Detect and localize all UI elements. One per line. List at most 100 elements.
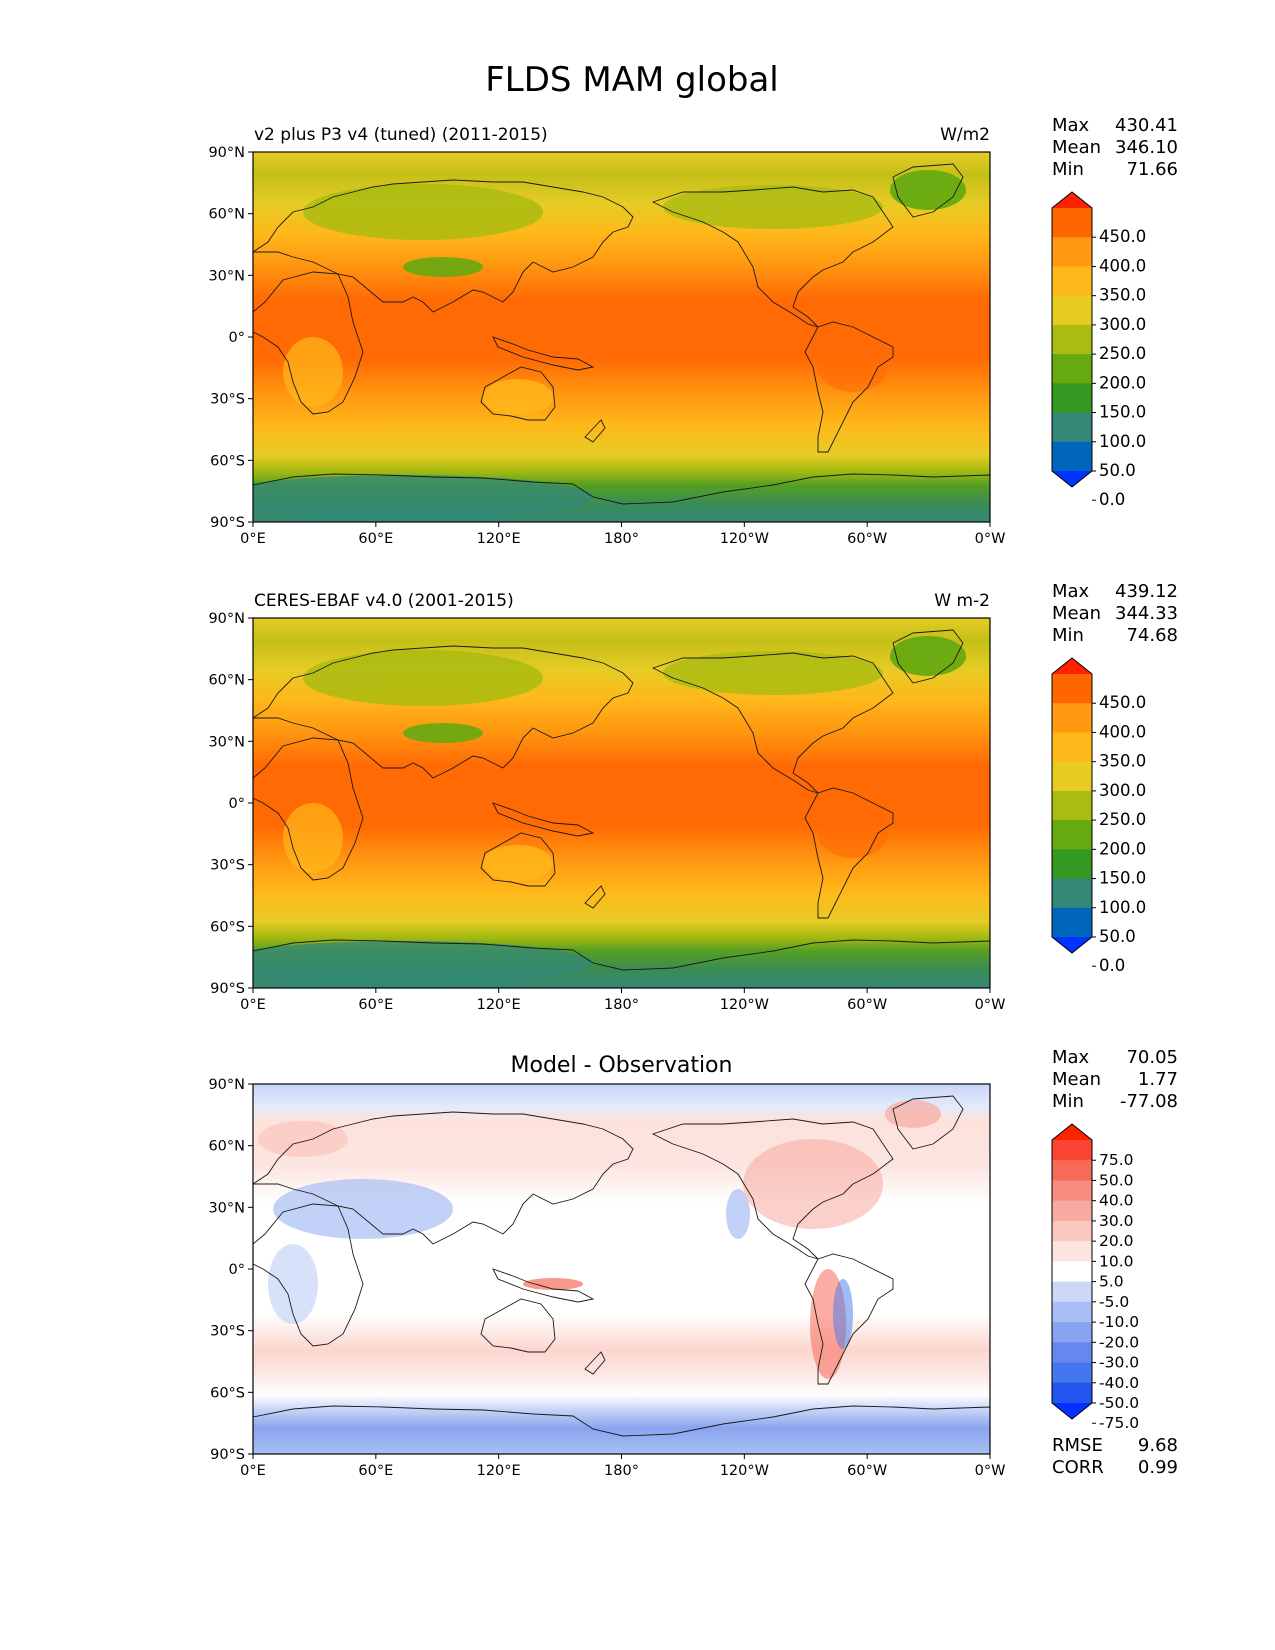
colorbar-segment	[1052, 354, 1092, 384]
footer-stat-value: 0.99	[1138, 1457, 1178, 1478]
x-tick-label: 60°W	[847, 531, 887, 547]
colorbar-segment	[1052, 1403, 1092, 1419]
y-tick-label: 90°N	[208, 145, 245, 161]
colorbar-segment	[1052, 790, 1092, 821]
y-tick-label: 90°N	[208, 611, 245, 627]
colorbar-label: -10.0	[1099, 1313, 1139, 1331]
stat-value: 439.12	[1115, 581, 1178, 602]
colorbar-label: 200.0	[1099, 373, 1146, 392]
colorbar-label: -30.0	[1099, 1354, 1139, 1372]
colorbar-label: 0.0	[1099, 956, 1125, 975]
colorbar-segment	[1052, 1322, 1092, 1343]
y-tick-label: 60°N	[208, 207, 245, 223]
colorbar-segment	[1052, 1200, 1092, 1222]
x-tick-label: 0°E	[240, 997, 266, 1013]
y-tick-label: 30°S	[210, 1324, 245, 1340]
y-tick-label: 0°	[229, 796, 245, 812]
x-tick-label: 60°E	[358, 531, 393, 547]
colorbar-label: 400.0	[1099, 722, 1146, 741]
colorbar: 450.0 400.0 350.0 300.0 250.0 200.0 150.0 100.0…	[1051, 191, 1146, 509]
colorbar-segment	[1052, 732, 1092, 763]
colorbar-segment	[1052, 1382, 1092, 1404]
colorbar-segment	[1052, 1261, 1092, 1283]
map-field	[253, 618, 990, 988]
colorbar-label: 150.0	[1099, 403, 1146, 422]
stat-label: Max	[1052, 1047, 1090, 1068]
y-tick-label: 30°N	[208, 734, 245, 750]
colorbar-segment	[1052, 761, 1092, 792]
y-tick-label: 90°S	[210, 981, 245, 997]
colorbar-segment	[1052, 237, 1092, 267]
y-tick-label: 90°N	[208, 1077, 245, 1093]
footer-stat-label: RMSE	[1052, 1435, 1103, 1456]
colorbar-segment	[1052, 1342, 1092, 1364]
x-tick-label: 180°	[604, 997, 639, 1013]
colorbar-label: 40.0	[1099, 1192, 1134, 1210]
colorbar-label: -75.0	[1099, 1414, 1139, 1432]
stat-label: Min	[1052, 1091, 1084, 1112]
y-tick-label: 90°S	[210, 1447, 245, 1463]
colorbar-segment	[1052, 878, 1092, 909]
colorbar-label: 75.0	[1099, 1151, 1134, 1169]
colorbar-segment	[1052, 1281, 1092, 1303]
footer-stat-label: CORR	[1052, 1457, 1104, 1478]
colorbar-label: 150.0	[1099, 869, 1146, 888]
colorbar-label: 20.0	[1099, 1232, 1134, 1250]
x-tick-label: 180°	[604, 531, 639, 547]
x-tick-label: 120°E	[477, 531, 521, 547]
x-tick-label: 120°E	[477, 997, 521, 1013]
colorbar-label: -40.0	[1099, 1374, 1139, 1392]
x-tick-label: 60°W	[847, 997, 887, 1013]
map-panel-1: v2 plus P3 v4 (tuned) (2011-2015) W/m2 90°…	[208, 115, 1178, 547]
stat-value: 70.05	[1126, 1047, 1178, 1068]
x-tick-label: 60°E	[358, 1463, 393, 1479]
panels: v2 plus P3 v4 (tuned) (2011-2015) W/m2 90°…	[208, 115, 1178, 1479]
stat-label: Mean	[1052, 1069, 1101, 1090]
x-tick-label: 120°W	[720, 1463, 769, 1479]
colorbar-segment	[1052, 1241, 1092, 1262]
y-tick-label: 60°N	[208, 1139, 245, 1155]
x-tick-label: 0°E	[240, 531, 266, 547]
map-panel-3: Model - Observation 90°N 60°N 30°N 0° 30°S 60°…	[208, 1047, 1178, 1479]
colorbar-label: 30.0	[1099, 1212, 1134, 1230]
x-tick-label: 60°W	[847, 1463, 887, 1479]
colorbar-segment	[1052, 266, 1092, 297]
colorbar-segment	[1052, 1362, 1092, 1384]
colorbar-label: 200.0	[1099, 839, 1146, 858]
stat-label: Max	[1052, 581, 1090, 602]
stat-label: Max	[1052, 115, 1090, 136]
colorbar-label: 0.0	[1099, 490, 1125, 509]
colorbar-segment	[1052, 324, 1092, 355]
stat-value: -77.08	[1120, 1091, 1178, 1112]
colorbar-segment	[1052, 1124, 1092, 1140]
colorbar-label: 350.0	[1099, 286, 1146, 305]
y-tick-label: 60°S	[210, 919, 245, 935]
x-tick-label: 0°W	[975, 531, 1006, 547]
colorbar-label: -50.0	[1099, 1394, 1139, 1412]
colorbar-segment	[1052, 1180, 1092, 1202]
colorbar-label: 5.0	[1099, 1273, 1124, 1291]
stat-label: Mean	[1052, 603, 1101, 624]
colorbar-label: -5.0	[1099, 1293, 1129, 1311]
stat-value: 344.33	[1115, 603, 1178, 624]
colorbar-label: 350.0	[1099, 752, 1146, 771]
colorbar-segment	[1052, 1220, 1092, 1242]
y-tick-label: 0°	[229, 330, 245, 346]
y-tick-label: 30°N	[208, 268, 245, 284]
colorbar-segment	[1052, 295, 1092, 326]
colorbar-segment	[1052, 1140, 1092, 1161]
footer-stat-value: 9.68	[1138, 1435, 1178, 1456]
y-tick-label: 0°	[229, 1262, 245, 1278]
colorbar-label: 100.0	[1099, 898, 1146, 917]
stat-label: Min	[1052, 625, 1084, 646]
colorbar-segment	[1052, 441, 1092, 472]
x-tick-label: 120°E	[477, 1463, 521, 1479]
colorbar-label: 100.0	[1099, 432, 1146, 451]
y-tick-label: 90°S	[210, 515, 245, 531]
colorbar-segment	[1052, 412, 1092, 443]
stat-value: 71.66	[1126, 159, 1178, 180]
panel-title: CERES-EBAF v4.0 (2001-2015)	[254, 591, 514, 611]
y-tick-label: 30°S	[210, 858, 245, 874]
colorbar-segment	[1052, 208, 1092, 238]
